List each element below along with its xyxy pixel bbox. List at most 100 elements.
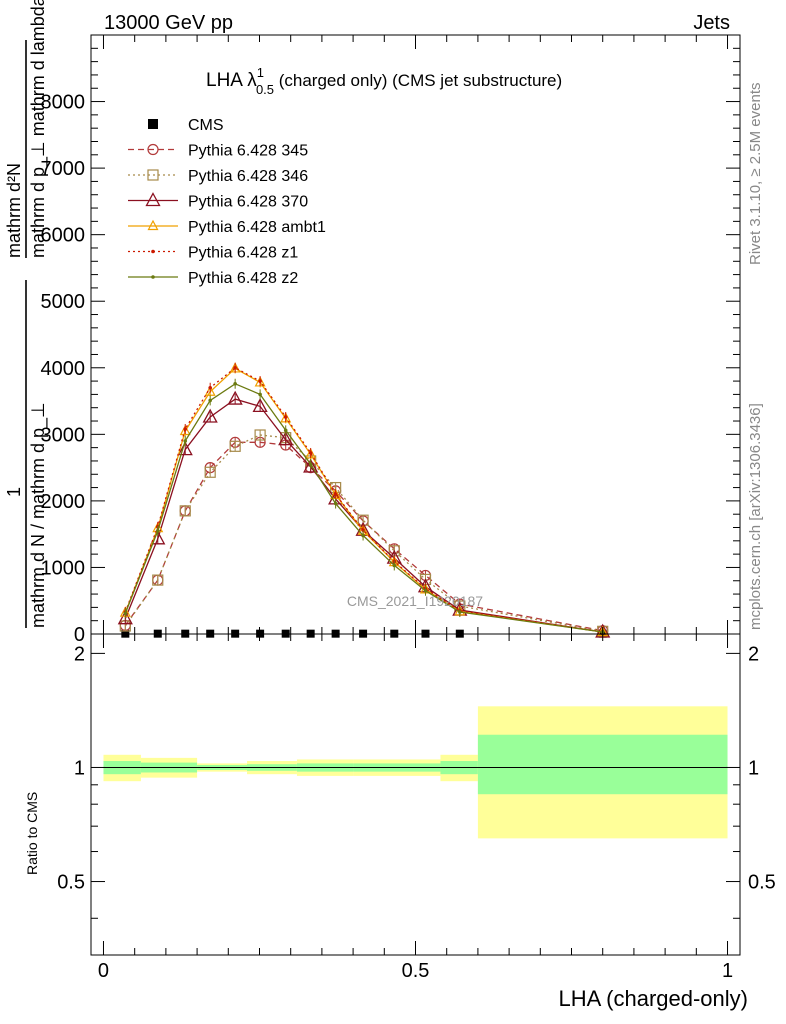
series-point-p346: [204, 466, 216, 478]
series-point-z2: [155, 529, 160, 533]
legend-entry-cms: CMS: [148, 117, 224, 134]
series-point-p370: [252, 398, 268, 413]
ratio-ylabel: Ratio to CMS: [24, 792, 40, 875]
ylabel-denominator: mathrm d p_⊥ mathrm d lambda: [28, 0, 49, 258]
series-point-z2: [183, 439, 188, 443]
ratio-ytick-label-left: 0.5: [57, 872, 85, 894]
main-series-layer: [117, 362, 611, 638]
series-point-z1: [283, 415, 288, 419]
series-point-p346: [152, 574, 164, 586]
legend-marker-p346: [147, 169, 159, 181]
series-point-p370: [227, 390, 243, 405]
ylabel-prefix-denominator: mathrm d N / mathrm d p_⊥: [28, 402, 49, 628]
legend-label-p345: Pythia 6.428 345: [188, 143, 308, 160]
series-point-z2: [308, 462, 313, 467]
series-point-z1: [233, 365, 237, 370]
series-point-p346: [254, 429, 266, 441]
series-point-z2: [423, 588, 428, 593]
plot-title-main: LHA λ: [206, 70, 257, 91]
series-point-z1: [361, 528, 365, 532]
main-ytick-label: 3000: [41, 424, 86, 446]
series-point-ambt1: [179, 424, 191, 436]
legend-marker-ambt1: [147, 219, 159, 231]
series-point-p370: [117, 610, 133, 625]
legend-marker-z2: [151, 275, 155, 279]
plot-title-sup: 1: [257, 65, 264, 80]
ratio-axes: 0.5 0.5 1 1 2 2 0 0.5 1: [57, 633, 776, 982]
legend-entry-p345: Pythia 6.428 345: [128, 143, 308, 160]
xtick-label: 0.5: [402, 960, 430, 982]
series-point-p370: [177, 441, 193, 456]
series-point-p370: [278, 431, 294, 446]
legend-label-p346: Pythia 6.428 346: [188, 168, 308, 185]
main-axes: 0 1000 2000 3000 4000 5000 6000 7000 8000: [41, 34, 741, 646]
series-point-z2: [233, 381, 237, 386]
series-z2: [123, 378, 605, 638]
ylabel-prefix-numerator: 1: [4, 487, 24, 497]
series-point-p370: [303, 458, 319, 473]
legend-marker-p370: [145, 192, 161, 207]
legend-marker-cms: [148, 119, 158, 129]
series-line-p370: [124, 398, 603, 633]
main-ytick-label: 4000: [41, 358, 86, 380]
ylabel-numerator: mathrm d²N: [4, 163, 24, 258]
series-point-z2: [392, 563, 397, 568]
rivet-version-label: Rivet 3.1.10, ≥ 2.5M events: [747, 83, 764, 266]
series-line-z2: [124, 383, 603, 633]
main-ytick-label: 5000: [41, 291, 86, 313]
legend-entry-p346: Pythia 6.428 346: [128, 168, 308, 185]
series-point-z2: [123, 611, 128, 616]
legend-label-p370: Pythia 6.428 370: [188, 194, 308, 211]
header-jets-label: Jets: [693, 12, 730, 34]
series-point-z1: [333, 492, 338, 497]
plot-title-rest: (charged only) (CMS jet substructure): [274, 71, 562, 90]
legend-marker-z1: [151, 249, 155, 254]
legend-label-z1: Pythia 6.428 z1: [188, 245, 298, 262]
plot-title: LHA λ1 0.5 (charged only) (CMS jet substr…: [206, 65, 562, 97]
legend-entry-z2: Pythia 6.428 z2: [128, 270, 298, 287]
ratio-band-inner: [477, 734, 728, 795]
legend-entry-ambt1: Pythia 6.428 ambt1: [128, 219, 326, 236]
series-line-z1: [124, 367, 603, 633]
series-point-z1: [183, 427, 188, 431]
legend-label-cms: CMS: [188, 117, 224, 134]
main-ytick-label: 1000: [41, 557, 86, 579]
ratio-ytick-label-left: 1: [74, 757, 85, 779]
legend-label-ambt1: Pythia 6.428 ambt1: [188, 219, 326, 236]
series-point-z2: [208, 398, 212, 403]
xtick-label: 0: [98, 960, 109, 982]
analysis-watermark: CMS_2021_I1920187: [347, 593, 483, 609]
mcplots-label: mcplots.cern.ch [arXiv:1306.3436]: [747, 403, 764, 630]
legend-marker-p345: [147, 143, 159, 156]
series-point-z1: [258, 379, 262, 383]
main-ytick-label: 2000: [41, 491, 86, 513]
series-line-p345: [124, 441, 603, 632]
ratio-ytick-label-right: 1: [748, 757, 759, 779]
main-ylabel: mathrm d²N mathrm d p_⊥ mathrm d lambda …: [4, 0, 49, 628]
series-point-z1: [308, 451, 313, 455]
series-point-z1: [208, 385, 212, 390]
xtick-label: 1: [722, 960, 733, 982]
series-point-p370: [202, 408, 218, 423]
plot-title-sub: 0.5: [256, 82, 274, 97]
series-point-p346: [229, 440, 241, 452]
series-point-z2: [361, 533, 365, 538]
xaxis-label: LHA (charged-only): [558, 986, 748, 1011]
legend-entry-p370: Pythia 6.428 370: [128, 192, 308, 211]
series-point-z2: [283, 428, 288, 433]
main-ytick-label: 6000: [41, 225, 86, 247]
series-point-z2: [458, 610, 462, 614]
ratio-ytick-label-right: 2: [748, 643, 759, 665]
legend-entry-z1: Pythia 6.428 z1: [128, 245, 298, 262]
ratio-ytick-label-right: 0.5: [748, 872, 776, 894]
main-ytick-label: 0: [74, 624, 85, 646]
series-point-z2: [258, 392, 262, 397]
ratio-bands: [103, 706, 728, 839]
legend-label-z2: Pythia 6.428 z2: [188, 270, 298, 287]
series-point-ambt1: [204, 385, 216, 396]
series-point-z2: [333, 501, 338, 506]
legend: CMS Pythia 6.428 345 Pythia 6.428 346 Pythi…: [128, 117, 326, 287]
main-ytick-label: 7000: [41, 158, 86, 180]
series-p370: [117, 390, 611, 638]
